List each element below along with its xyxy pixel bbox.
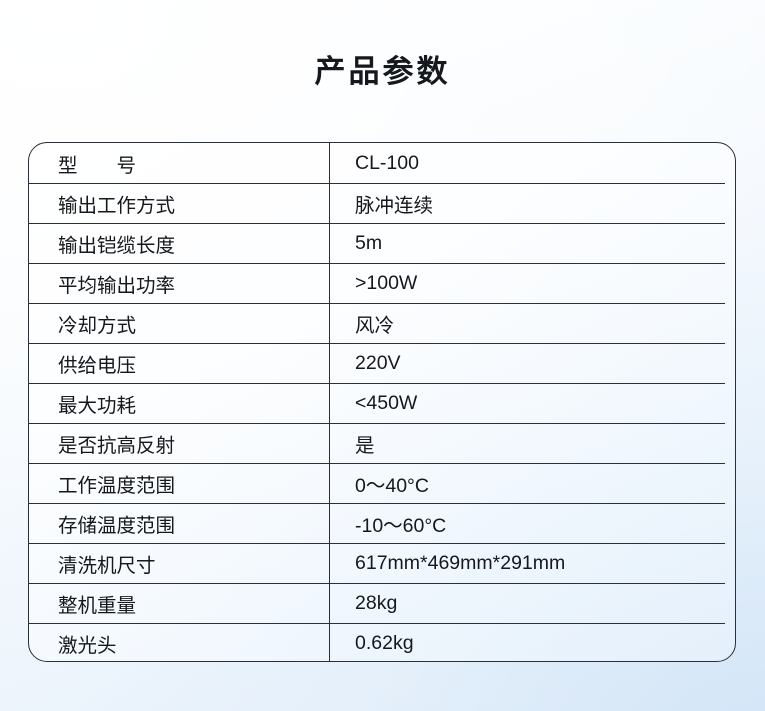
page-title: 产品参数 (314, 54, 451, 89)
spec-label: 输出铠缆长度 (58, 234, 176, 257)
table-row: 输出工作方式 脉冲连续 (29, 183, 735, 223)
table-row: 供给电压 220V (29, 343, 735, 383)
spec-value: 28kg (355, 591, 398, 614)
table-row: 冷却方式 风冷 (29, 303, 735, 343)
table-row: 输出铠缆长度 5m (29, 223, 735, 263)
spec-value: 是 (355, 434, 375, 457)
table-row: 激光头 0.62kg (29, 623, 735, 661)
spec-label: 型 号 (58, 154, 137, 177)
table-row: 工作温度范围 0～40°C (29, 463, 735, 503)
table-row: 最大功耗 <450W (29, 383, 735, 423)
spec-value: 脉冲连续 (355, 194, 434, 217)
spec-label: 最大功耗 (58, 394, 137, 417)
spec-label: 工作温度范围 (58, 474, 176, 497)
spec-value: <450W (355, 391, 418, 414)
spec-value: CL-100 (355, 151, 419, 174)
table-row: 清洗机尺寸 617mm*469mm*291mm (29, 543, 735, 583)
spec-value: 0～40°C (355, 474, 429, 497)
spec-label: 存储温度范围 (58, 514, 176, 537)
spec-label: 输出工作方式 (58, 194, 176, 217)
spec-value: >100W (355, 271, 418, 294)
spec-value: 0.62kg (355, 631, 414, 654)
table-row: 型 号 CL-100 (29, 143, 735, 183)
table-row: 整机重量 28kg (29, 583, 735, 623)
table-row: 存储温度范围 -10～60°C (29, 503, 735, 543)
spec-label: 平均输出功率 (58, 274, 176, 297)
specification-table: 型 号 CL-100 输出工作方式 脉冲连续输出铠缆长度 5m 平均输出功率 >100W 冷却… (28, 142, 736, 662)
spec-label: 供给电压 (58, 354, 137, 377)
spec-value: 风冷 (355, 314, 395, 337)
spec-label: 整机重量 (58, 594, 137, 617)
spec-table-body: 型 号 CL-100 输出工作方式 脉冲连续输出铠缆长度 5m 平均输出功率 >100W 冷却… (29, 143, 735, 661)
spec-value: 220V (355, 351, 401, 374)
spec-label: 冷却方式 (58, 314, 137, 337)
column-divider (329, 143, 330, 661)
spec-value: 617mm*469mm*291mm (355, 551, 566, 574)
spec-value: 5m (355, 231, 383, 254)
table-row: 是否抗高反射 是 (29, 423, 735, 463)
spec-label: 清洗机尺寸 (58, 554, 156, 577)
spec-label: 激光头 (58, 634, 117, 657)
table-row: 平均输出功率 >100W (29, 263, 735, 303)
spec-value: -10～60°C (355, 514, 447, 537)
spec-label: 是否抗高反射 (58, 434, 176, 457)
